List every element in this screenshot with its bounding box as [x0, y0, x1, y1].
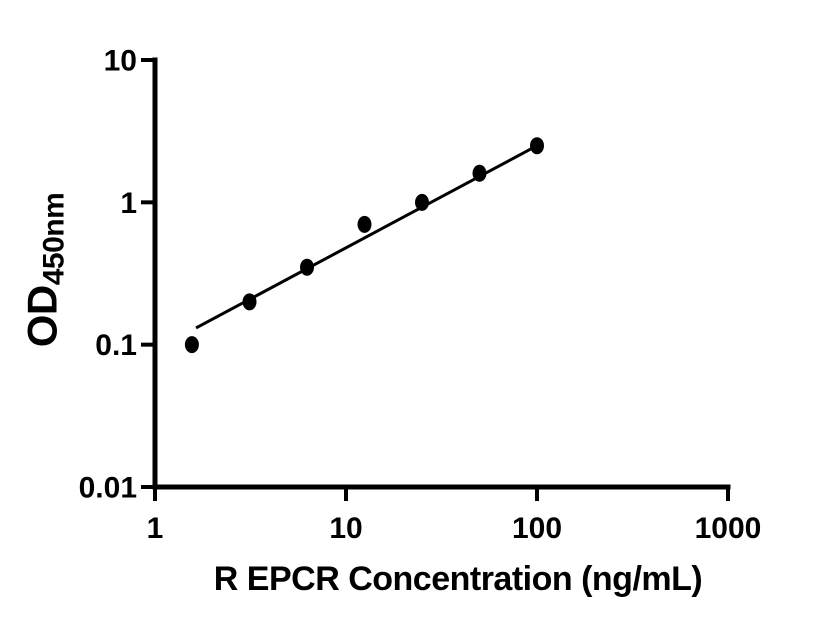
x-tick-label: 100	[512, 512, 562, 545]
y-axis-title: OD450nm	[19, 193, 72, 348]
x-tick-label: 1	[147, 512, 164, 545]
data-point	[184, 336, 199, 354]
y-tick-label: 0.1	[95, 329, 137, 362]
y-tick-label: 1	[120, 187, 137, 220]
data-point	[472, 164, 487, 182]
x-axis-title: R EPCR Concentration (ng/mL)	[213, 560, 703, 598]
data-point	[242, 293, 257, 311]
data-point	[357, 215, 372, 233]
y-axis-title-subscript: 450nm	[37, 192, 71, 286]
y-tick-label: 10	[104, 45, 137, 78]
y-tick-label: 0.01	[79, 472, 137, 505]
x-tick-label: 1000	[695, 512, 762, 545]
data-point	[530, 137, 544, 155]
data-point	[300, 258, 315, 276]
x-tick-label: 10	[329, 512, 362, 545]
y-axis-title-main: OD	[18, 285, 66, 348]
data-point	[415, 193, 430, 211]
